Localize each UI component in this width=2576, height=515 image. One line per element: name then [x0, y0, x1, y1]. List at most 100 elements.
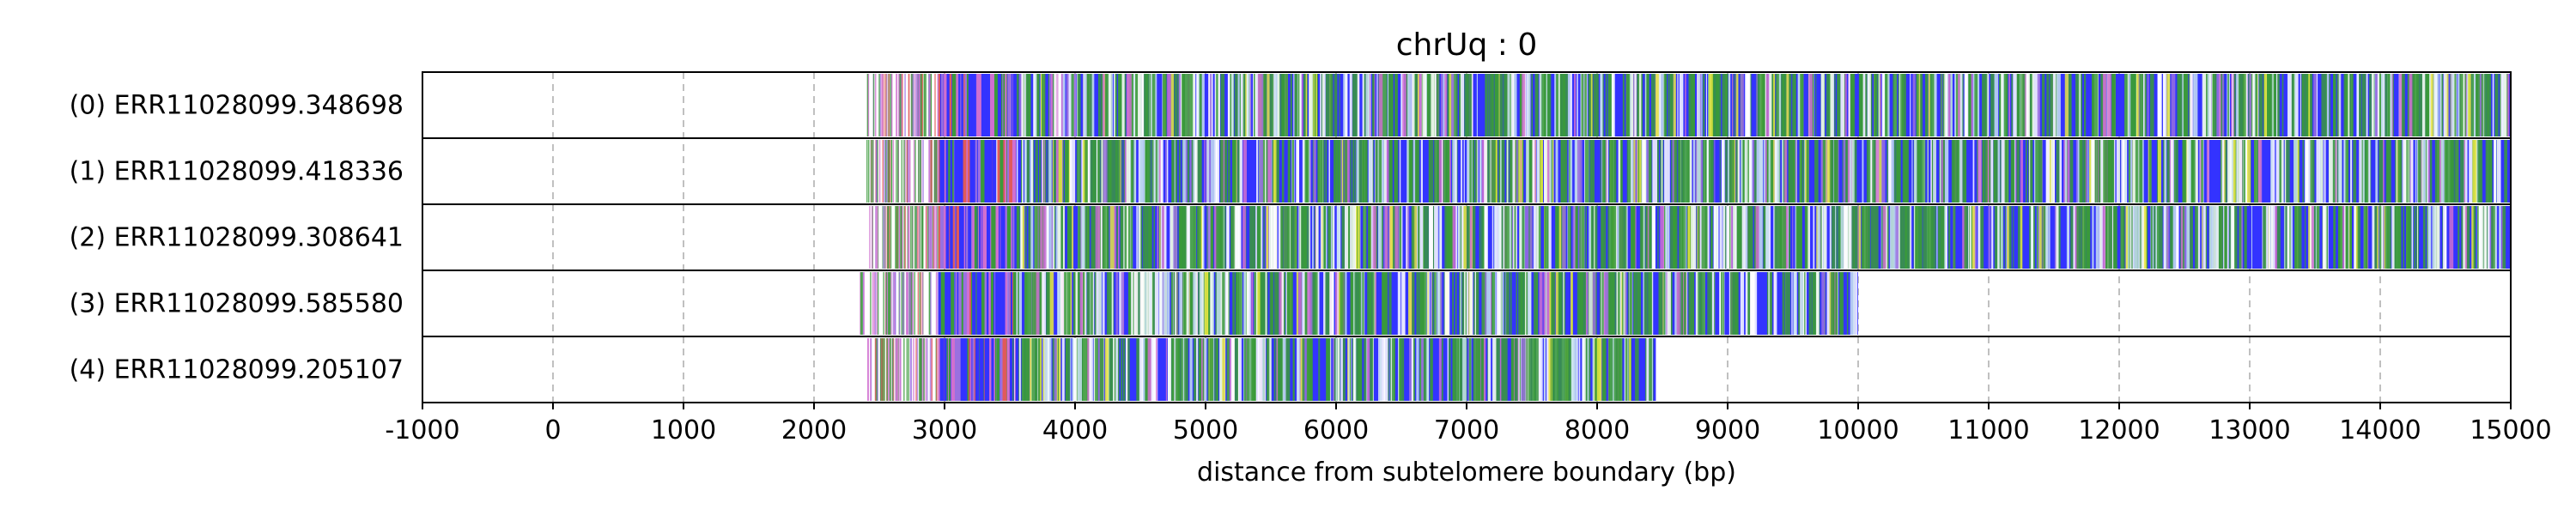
track-mark [1990, 140, 1994, 203]
track-mark [889, 140, 891, 203]
track-mark [1826, 140, 1831, 203]
track-mark [2002, 74, 2007, 136]
track-mark [2201, 140, 2203, 203]
track-mark [1266, 206, 1269, 269]
track-mark [935, 140, 937, 203]
track-mark [1018, 338, 1021, 401]
track-mark [1235, 74, 1238, 136]
track-mark [1229, 338, 1233, 401]
track-mark [1209, 338, 1214, 401]
track-mark [1214, 140, 1218, 203]
track-mark [1391, 338, 1395, 401]
track-mark [1648, 140, 1652, 203]
track-mark [1292, 338, 1294, 401]
track-mark [1219, 140, 1224, 203]
track-mark [1142, 338, 1146, 401]
track-mark [1174, 74, 1178, 136]
track-mark [937, 206, 939, 269]
track-mark [1808, 74, 1813, 136]
track-mark [1048, 140, 1052, 203]
track-mark [1886, 140, 1888, 203]
track-mark [2451, 140, 2455, 203]
track-mark [1584, 140, 1589, 203]
track-mark [1513, 338, 1515, 401]
track-mark [1637, 272, 1640, 335]
track-mark [1528, 206, 1532, 269]
track-mark [1071, 140, 1076, 203]
track-mark [1160, 206, 1163, 269]
track-mark [1798, 74, 1800, 136]
track-mark [1634, 74, 1637, 136]
track-mark [2116, 140, 2120, 203]
track-mark [1303, 74, 1308, 136]
track-mark [1408, 272, 1413, 335]
track-mark [2391, 74, 2393, 136]
track-mark [1182, 206, 1187, 269]
track-mark [1321, 140, 1323, 203]
track-mark [1262, 272, 1266, 335]
track-mark [1193, 272, 1196, 335]
track-mark [889, 206, 890, 269]
track-mark [2284, 140, 2287, 203]
track-mark [1390, 74, 1394, 136]
track-mark [1497, 338, 1500, 401]
track-mark [1282, 74, 1285, 136]
track-mark [1358, 272, 1362, 335]
track-mark [1057, 272, 1060, 335]
track-mark [1179, 272, 1182, 335]
track-mark [923, 74, 925, 136]
track-mark [1964, 74, 1968, 136]
track-mark [2450, 140, 2453, 203]
track-mark [2293, 140, 2298, 203]
track-mark [1339, 140, 1343, 203]
track-mark [954, 140, 957, 203]
track-mark [1332, 338, 1335, 401]
track-mark [1249, 74, 1252, 136]
track-mark [1630, 140, 1634, 203]
track-mark [1226, 206, 1230, 269]
track-mark [1365, 74, 1370, 136]
track-mark [2353, 140, 2357, 203]
track-mark [1440, 206, 1443, 269]
track-mark [886, 338, 889, 401]
track-mark [1855, 272, 1858, 335]
track-mark [1613, 338, 1618, 401]
track-mark [883, 206, 884, 269]
track-mark [1204, 140, 1206, 203]
track-mark [2080, 206, 2082, 269]
track-mark [977, 140, 981, 203]
track-mark [1790, 140, 1793, 203]
track-mark [2395, 140, 2397, 203]
track-mark [2263, 206, 2267, 269]
track-mark [1596, 74, 1599, 136]
track-mark [1831, 272, 1835, 335]
track-mark [1009, 206, 1012, 269]
track-mark [1838, 206, 1841, 269]
track-mark [908, 74, 910, 136]
track-mark [1672, 206, 1676, 269]
track-mark [2488, 74, 2492, 136]
track-mark [2382, 74, 2385, 136]
track-mark [2113, 140, 2116, 203]
track-mark [1309, 338, 1313, 401]
track-mark [872, 74, 875, 136]
track-mark [1725, 74, 1728, 136]
track-mark [2087, 206, 2091, 269]
track-mark [987, 272, 991, 335]
track-mark [919, 206, 921, 269]
track-mark [2038, 206, 2042, 269]
track-mark [1785, 74, 1787, 136]
track-mark [1951, 140, 1955, 203]
track-mark [1362, 272, 1364, 335]
track-mark [2402, 74, 2403, 136]
track-mark [2191, 140, 2195, 203]
track-mark [1075, 338, 1079, 401]
track-mark [1378, 338, 1382, 401]
track-mark [1668, 140, 1670, 203]
track-mark [1362, 74, 1364, 136]
track-mark [2245, 206, 2247, 269]
track-mark [1030, 140, 1034, 203]
track-mark [2099, 206, 2103, 269]
track-mark [933, 206, 935, 269]
track-mark [1247, 74, 1252, 136]
